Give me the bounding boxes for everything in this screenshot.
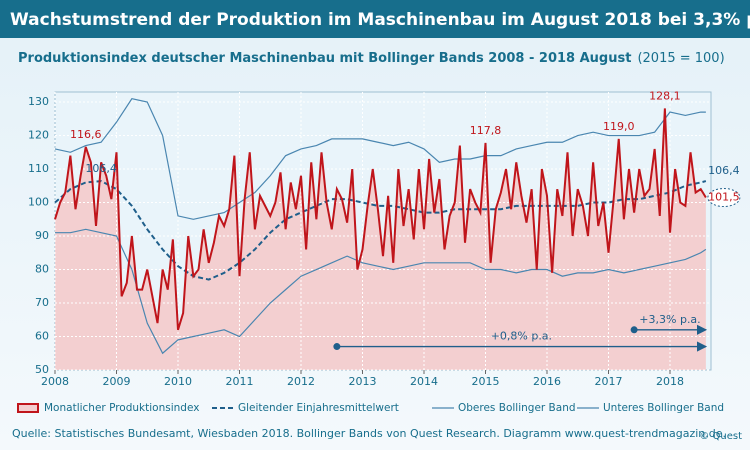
legend-label: Monatlicher Produktionsindex — [44, 402, 199, 414]
trend-start — [333, 343, 341, 351]
x-tick-label: 2017 — [595, 375, 623, 388]
plot: 2008 2009 2010 2011 2012 2013 2014 2015 2016 2017… — [28, 89, 741, 388]
annotation-ring — [707, 188, 741, 208]
annotation: 117,8 — [470, 124, 502, 137]
y-tick-label: 110 — [28, 162, 49, 175]
subtitle-main: Produktionsindex deutscher Maschinenbau … — [18, 51, 631, 66]
x-tick-label: 2008 — [41, 375, 69, 388]
trend-start — [630, 326, 638, 334]
annotation: 101,5 — [708, 191, 740, 204]
copyright: © Quest — [699, 431, 742, 442]
chart-title: Wachstumstrend der Produktion im Maschin… — [10, 10, 750, 30]
header-bar — [0, 0, 750, 38]
legend-label: Unteres Bollinger Band — [603, 402, 724, 414]
x-tick-label: 2009 — [103, 375, 131, 388]
source: Quelle: Statistisches Bundesamt, Wiesbad… — [12, 427, 726, 440]
y-tick-label: 50 — [35, 363, 49, 376]
subtitle-note: (2015 = 100) — [637, 51, 724, 66]
x-tick-label: 2013 — [349, 375, 377, 388]
x-tick-label: 2014 — [410, 375, 438, 388]
legend-label: Oberes Bollinger Band — [458, 402, 576, 414]
x-tick-label: 2018 — [656, 375, 684, 388]
series-line — [54, 180, 707, 281]
y-tick-label: 60 — [35, 330, 49, 343]
y-tick-label: 90 — [35, 229, 49, 242]
series-line — [54, 108, 707, 331]
series-line — [54, 98, 706, 220]
x-tick-label: 2016 — [533, 375, 561, 388]
x-tick-label: 2015 — [472, 375, 500, 388]
legend-swatch — [17, 403, 39, 413]
annotation: 106,4 — [708, 164, 740, 177]
chart-subtitle: Produktionsindex deutscher Maschinenbau … — [18, 51, 725, 66]
y-tick-label: 120 — [28, 129, 49, 142]
y-tick-label: 70 — [35, 296, 49, 309]
y-tick-label: 80 — [35, 263, 49, 276]
annotation: 116,6 — [70, 128, 102, 141]
trend-label: +0,8% p.a. — [491, 330, 552, 343]
annotation: 128,1 — [649, 89, 681, 102]
y-tick-label: 130 — [28, 95, 49, 108]
annotation: 106,4 — [85, 162, 117, 175]
trend-label: +3,3% p.a. — [639, 313, 700, 326]
x-tick-label: 2011 — [226, 375, 254, 388]
y-tick-label: 100 — [28, 196, 49, 209]
x-tick-label: 2010 — [164, 375, 192, 388]
legend-label: Gleitender Einjahresmittelwert — [238, 402, 399, 414]
annotation: 119,0 — [603, 120, 635, 133]
series-line — [55, 228, 707, 355]
x-tick-label: 2012 — [287, 375, 315, 388]
